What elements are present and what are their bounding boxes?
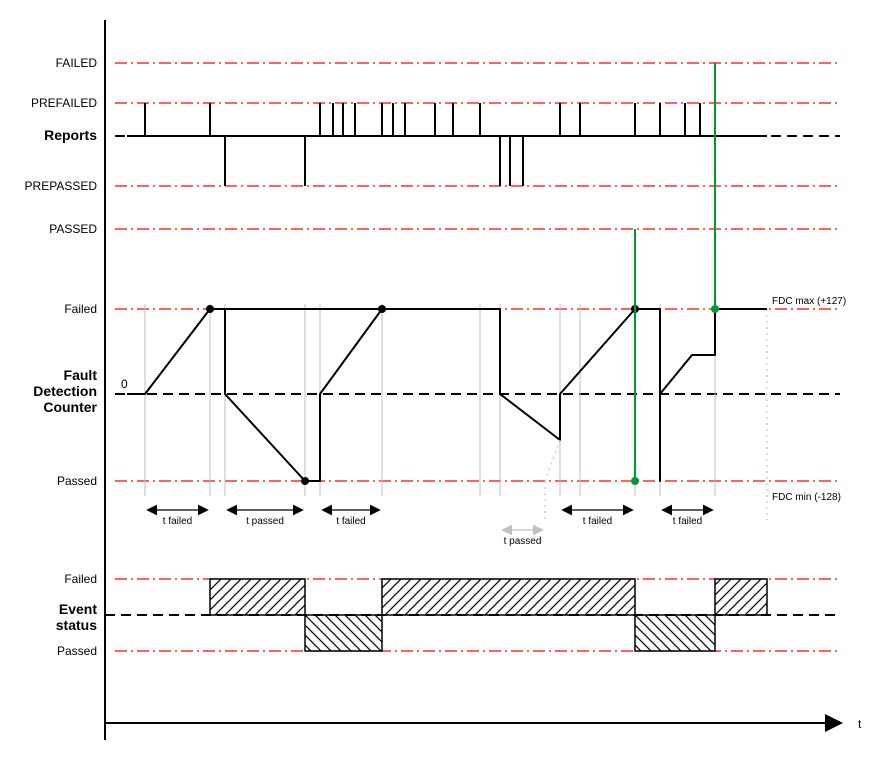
interval-label: t failed (583, 516, 612, 527)
reports-failed-label: FAILED (56, 56, 98, 70)
fdc-signal-dashed (545, 440, 560, 481)
fdc-threshold-dot (206, 305, 214, 313)
fdc-threshold-dot (378, 305, 386, 313)
green-event-dot (711, 305, 719, 313)
event-title: Eventstatus (56, 601, 98, 633)
t-axis-label: t (858, 717, 862, 731)
reports-title: Reports (44, 127, 97, 143)
event-box (635, 615, 715, 651)
fdc-max-anno: FDC max (+127) (772, 296, 846, 307)
interval-label: t failed (163, 516, 192, 527)
reports-prefailed-label: PREFAILED (31, 96, 97, 110)
interval-label: t passed (246, 516, 284, 527)
reports-prepassed-label: PREPASSED (25, 179, 98, 193)
fdc-signal (127, 309, 767, 481)
fdc-threshold-dot (301, 477, 309, 485)
event-passed-label: Passed (57, 644, 97, 658)
interval-label: t failed (673, 516, 702, 527)
fdc-min-anno: FDC min (-128) (772, 492, 841, 503)
fdc-passed-label: Passed (57, 474, 97, 488)
fdc-zero-label: 0 (121, 377, 128, 391)
reports-signal (127, 103, 767, 186)
timing-diagram: t FAILED PREFAILED PREPASSED PASSED Reports Fa… (0, 0, 878, 762)
reports-passed-label: PASSED (49, 222, 97, 236)
event-failed-label: Failed (64, 572, 97, 586)
interval-label: t passed (504, 536, 542, 547)
event-box (305, 615, 382, 651)
fdc-failed-label: Failed (64, 302, 97, 316)
event-box (715, 579, 767, 615)
event-box (382, 579, 635, 615)
interval-label: t failed (336, 516, 365, 527)
green-event-dot (631, 477, 639, 485)
fdc-title: FaultDetectionCounter (33, 367, 97, 415)
event-box (210, 579, 305, 615)
